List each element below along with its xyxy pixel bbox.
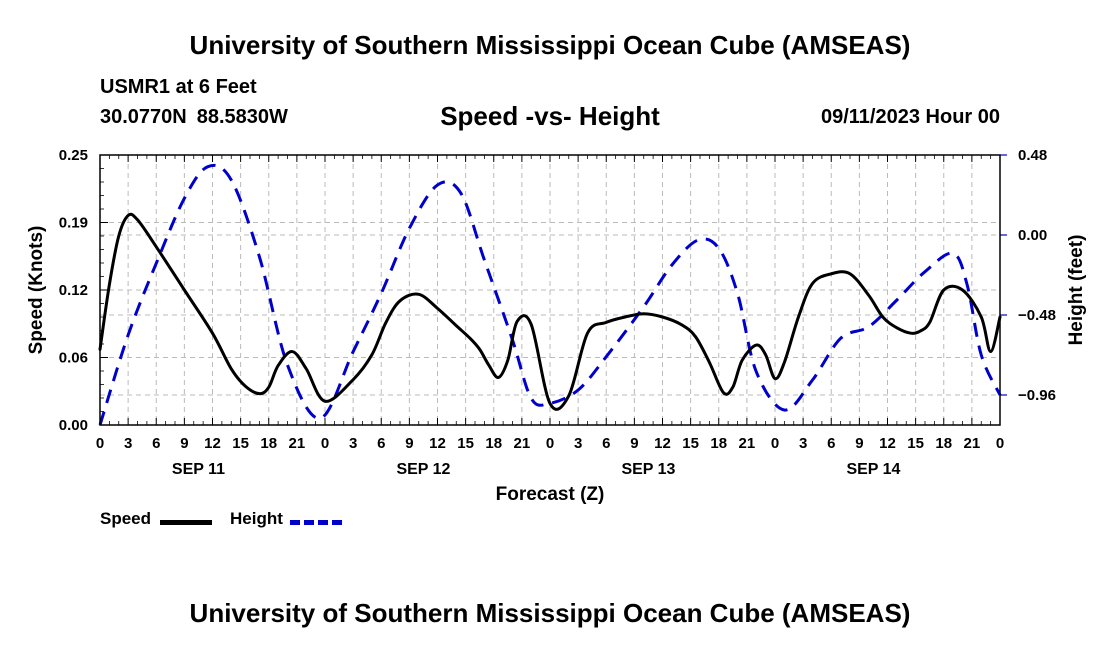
legend-height-label: Height xyxy=(230,509,283,528)
y-tick-label: 0.12 xyxy=(59,282,88,299)
label-layer: 0 3 6 9 12 15 18 21 0 3 6 9 12 15 18 21 0 3 6 9 12 15 18 21 0 3 6 9… xyxy=(26,147,1087,505)
day-label: SEP 13 xyxy=(621,461,675,478)
x-tick-label: 9 xyxy=(630,435,638,452)
day-label: SEP 11 xyxy=(172,461,225,478)
plot-frame xyxy=(99,154,1001,426)
x-tick-label: 0 xyxy=(771,435,779,452)
speed-series-line xyxy=(98,212,1002,411)
x-tick-label: 6 xyxy=(602,435,610,452)
x-tick-label: 6 xyxy=(827,435,835,452)
day-label: SEP 14 xyxy=(846,461,900,478)
y2-tick-label: 0.48 xyxy=(1018,147,1047,164)
x-tick-label: 0 xyxy=(321,435,329,452)
x-tick-label: 3 xyxy=(124,435,132,452)
x-tick-label: 21 xyxy=(739,435,756,452)
x-tick-label: 12 xyxy=(204,435,221,452)
x-tick-label: 18 xyxy=(485,435,502,452)
x-tick-label: 3 xyxy=(574,435,582,452)
x-tick-label: 0 xyxy=(996,435,1004,452)
x-tick-label: 3 xyxy=(799,435,807,452)
x-tick-label: 9 xyxy=(180,435,188,452)
report-title: University of Southern Mississippi Ocean… xyxy=(189,30,911,60)
grid-layer xyxy=(100,154,1000,425)
x-tick-label: 0 xyxy=(96,435,104,452)
latitude-label: 30.0770N xyxy=(100,106,187,128)
y2-tick-label: −0.48 xyxy=(1018,307,1056,324)
y-axis-title: Speed (Knots) xyxy=(26,226,47,355)
day-label: SEP 12 xyxy=(396,461,450,478)
x-tick-label: 12 xyxy=(654,435,671,452)
x-tick-label: 6 xyxy=(377,435,385,452)
y2-tick-label: −0.96 xyxy=(1018,387,1056,404)
y2-axis-title: Height (feet) xyxy=(1066,235,1087,346)
x-tick-label: 21 xyxy=(964,435,981,452)
legend-height-swatch xyxy=(290,520,342,525)
station-coordinates: 30.0770N 88.5830W xyxy=(100,106,298,129)
y-tick-label: 0.25 xyxy=(59,147,88,164)
x-tick-label: 18 xyxy=(260,435,277,452)
station-label: USMR1 at 6 Feet xyxy=(100,76,257,98)
x-tick-label: 21 xyxy=(514,435,531,452)
longitude-label: 88.5830W xyxy=(196,106,288,128)
y-tick-label: 0.00 xyxy=(59,417,88,434)
y2-tick-label: 0.00 xyxy=(1018,227,1047,244)
legend-speed-swatch xyxy=(160,520,212,525)
x-tick-label: 9 xyxy=(405,435,413,452)
y-tick-label: 0.19 xyxy=(59,215,88,232)
x-tick-label: 18 xyxy=(710,435,727,452)
x-tick-label: 15 xyxy=(682,435,699,452)
chart-title: Speed -vs- Height xyxy=(440,101,660,131)
footer-title: University of Southern Mississippi Ocean… xyxy=(189,598,911,628)
x-tick-label: 3 xyxy=(349,435,357,452)
x-tick-label: 15 xyxy=(232,435,249,452)
x-tick-label: 12 xyxy=(879,435,896,452)
x-tick-label: 15 xyxy=(457,435,474,452)
x-tick-label: 15 xyxy=(907,435,924,452)
legend-speed-label: Speed xyxy=(100,509,152,528)
x-tick-label: 0 xyxy=(546,435,554,452)
y-tick-label: 0.06 xyxy=(59,350,88,367)
x-tick-label: 18 xyxy=(935,435,952,452)
series-layer xyxy=(98,163,1002,426)
x-tick-label: 12 xyxy=(429,435,446,452)
x-tick-label: 6 xyxy=(152,435,160,452)
x-tick-label: 9 xyxy=(855,435,863,452)
x-axis-title: Forecast (Z) xyxy=(496,484,605,505)
x-tick-label: 21 xyxy=(289,435,306,452)
forecast-datetime: 09/11/2023 Hour 00 xyxy=(820,106,1000,128)
